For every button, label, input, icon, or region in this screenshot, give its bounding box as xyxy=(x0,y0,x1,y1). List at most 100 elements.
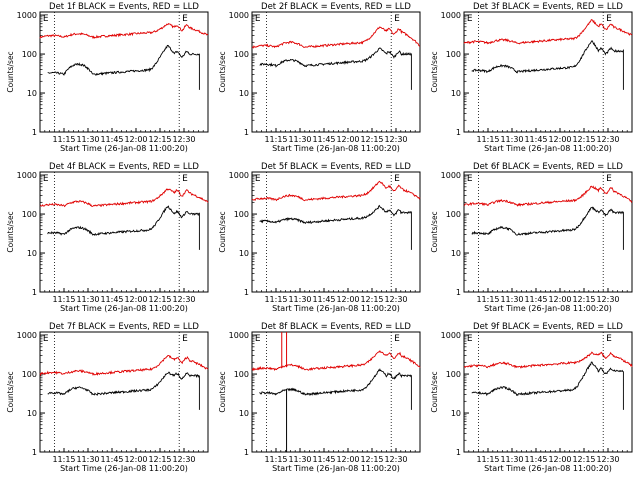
y-tick-label: 1000 xyxy=(17,171,37,180)
x-tick-label: 11:30 xyxy=(500,295,523,304)
x-tick-label: 11:30 xyxy=(76,455,99,464)
interval-marker: E xyxy=(43,174,49,184)
x-tick-label: 11:30 xyxy=(288,135,311,144)
interval-marker: E xyxy=(182,14,188,24)
y-tick-label: 100 xyxy=(446,210,461,219)
y-tick-label: 1000 xyxy=(441,11,461,20)
events-series-line xyxy=(259,204,412,250)
x-tick-label: 11:15 xyxy=(476,455,499,464)
y-axis-label: Counts/sec xyxy=(6,371,15,412)
x-axis-label: Start Time (26-Jan-08 11:00:20) xyxy=(272,464,400,473)
x-tick-label: 11:45 xyxy=(100,455,123,464)
y-tick-label: 1000 xyxy=(229,11,249,20)
y-tick-label: 1 xyxy=(244,448,249,457)
x-tick-label: 12:00 xyxy=(548,135,571,144)
events-series-line xyxy=(259,47,412,90)
y-tick-label: 100 xyxy=(22,370,37,379)
interval-marker: E xyxy=(467,334,473,344)
interval-marker: E xyxy=(182,334,188,344)
x-axis-label: Start Time (26-Jan-08 11:00:20) xyxy=(484,144,612,153)
y-tick-label: 1 xyxy=(456,288,461,297)
x-tick-label: 11:45 xyxy=(100,135,123,144)
events-series-line xyxy=(471,361,624,410)
x-tick-label: 12:00 xyxy=(336,295,359,304)
x-tick-label: 12:00 xyxy=(336,455,359,464)
x-tick-label: 12:00 xyxy=(124,455,147,464)
interval-marker: E xyxy=(394,334,400,344)
x-tick-label: 12:30 xyxy=(384,455,407,464)
panel-title: Det 2f BLACK = Events, RED = LLD xyxy=(261,2,411,12)
interval-marker: E xyxy=(255,334,261,344)
panel-title: Det 5f BLACK = Events, RED = LLD xyxy=(261,162,411,172)
x-tick-label: 12:15 xyxy=(360,295,383,304)
x-tick-label: 12:15 xyxy=(572,455,595,464)
panel-title: Det 8f BLACK = Events, RED = LLD xyxy=(261,322,411,332)
x-tick-label: 11:15 xyxy=(476,295,499,304)
y-tick-label: 10 xyxy=(27,89,37,98)
x-axis-label: Start Time (26-Jan-08 11:00:20) xyxy=(484,304,612,313)
y-axis-label: Counts/sec xyxy=(430,211,439,252)
x-tick-label: 12:15 xyxy=(360,135,383,144)
x-tick-label: 11:30 xyxy=(76,295,99,304)
x-tick-label: 11:30 xyxy=(288,295,311,304)
y-axis-label: Counts/sec xyxy=(6,211,15,252)
lld-series-line xyxy=(463,185,633,207)
x-axis-label: Start Time (26-Jan-08 11:00:20) xyxy=(272,304,400,313)
lld-series-line xyxy=(463,18,633,45)
x-tick-label: 12:00 xyxy=(124,295,147,304)
plot-frame xyxy=(463,11,633,133)
x-tick-label: 12:30 xyxy=(596,135,619,144)
y-tick-label: 1 xyxy=(32,288,37,297)
x-tick-label: 12:30 xyxy=(172,135,195,144)
panel-title: Det 4f BLACK = Events, RED = LLD xyxy=(49,162,199,172)
x-tick-label: 12:00 xyxy=(124,135,147,144)
y-tick-label: 100 xyxy=(234,370,249,379)
y-tick-label: 1 xyxy=(456,128,461,137)
y-axis-label: Counts/sec xyxy=(218,371,227,412)
x-tick-label: 11:15 xyxy=(264,135,287,144)
y-tick-label: 1000 xyxy=(17,331,37,340)
y-tick-label: 100 xyxy=(446,370,461,379)
x-tick-label: 11:45 xyxy=(312,295,335,304)
events-series-line xyxy=(259,368,412,410)
x-tick-label: 12:30 xyxy=(596,295,619,304)
x-tick-label: 12:15 xyxy=(572,295,595,304)
plot-frame xyxy=(39,11,209,133)
x-tick-label: 11:15 xyxy=(476,135,499,144)
events-series-line xyxy=(471,206,624,250)
plot-frame xyxy=(39,171,209,293)
x-tick-label: 12:15 xyxy=(148,135,171,144)
lld-series-line xyxy=(39,354,209,377)
plot-frame xyxy=(251,331,421,453)
y-tick-label: 10 xyxy=(451,249,461,258)
x-tick-label: 12:15 xyxy=(148,295,171,304)
y-tick-label: 100 xyxy=(22,210,37,219)
x-tick-label: 11:45 xyxy=(524,455,547,464)
panel-title: Det 6f BLACK = Events, RED = LLD xyxy=(473,162,623,172)
panel-title: Det 1f BLACK = Events, RED = LLD xyxy=(49,2,199,12)
y-tick-label: 10 xyxy=(239,249,249,258)
x-axis-label: Start Time (26-Jan-08 11:00:20) xyxy=(60,464,188,473)
interval-marker: E xyxy=(255,174,261,184)
x-tick-label: 12:00 xyxy=(548,455,571,464)
y-tick-label: 1000 xyxy=(229,171,249,180)
events-series-line xyxy=(471,40,624,90)
x-tick-label: 11:30 xyxy=(288,455,311,464)
x-axis-label: Start Time (26-Jan-08 11:00:20) xyxy=(60,304,188,313)
y-tick-label: 1 xyxy=(244,128,249,137)
interval-marker: E xyxy=(467,14,473,24)
events-series-line xyxy=(47,44,200,90)
y-tick-label: 10 xyxy=(451,409,461,418)
events-series-line xyxy=(47,371,200,410)
x-tick-label: 11:15 xyxy=(52,295,75,304)
panel-title: Det 7f BLACK = Events, RED = LLD xyxy=(49,322,199,332)
x-tick-label: 11:45 xyxy=(312,455,335,464)
